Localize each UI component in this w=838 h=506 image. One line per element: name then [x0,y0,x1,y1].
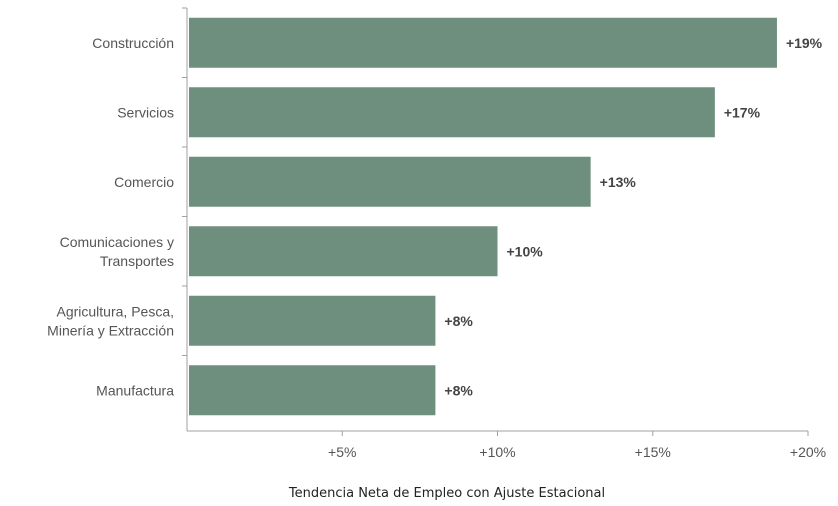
bar [189,295,436,346]
category-label: Agricultura, Pesca, [57,303,175,319]
category-label: Construcción [92,35,174,51]
x-tick-label: +10% [479,444,515,460]
category-label: Servicios [117,104,174,120]
data-label: +8% [444,313,473,329]
data-label: +17% [724,104,761,120]
category-label: Comercio [114,174,174,190]
labels-group: +19% Construcción +17% Servicios +13% Comerci… [47,35,823,399]
bar [189,365,436,416]
data-label: +13% [600,174,637,190]
axis-group: +5% +10% +15% +20% [182,7,826,460]
bar [189,156,591,207]
bar [189,87,715,138]
bars-group [189,17,777,416]
data-label: +19% [786,35,823,51]
category-label: Comunicaciones y [60,234,174,250]
x-tick-label: +20% [790,444,826,460]
x-axis-title: Tendencia Neta de Empleo con Ajuste Esta… [288,486,605,501]
category-label: Transportes [100,253,174,269]
x-tick-label: +15% [635,444,671,460]
x-tick-label: +5% [328,444,356,460]
data-label: +8% [444,382,473,398]
data-label: +10% [507,243,544,259]
bar [189,226,498,277]
category-label: Minería y Extracción [47,322,174,338]
category-label: Manufactura [96,382,174,398]
bar [189,17,777,68]
